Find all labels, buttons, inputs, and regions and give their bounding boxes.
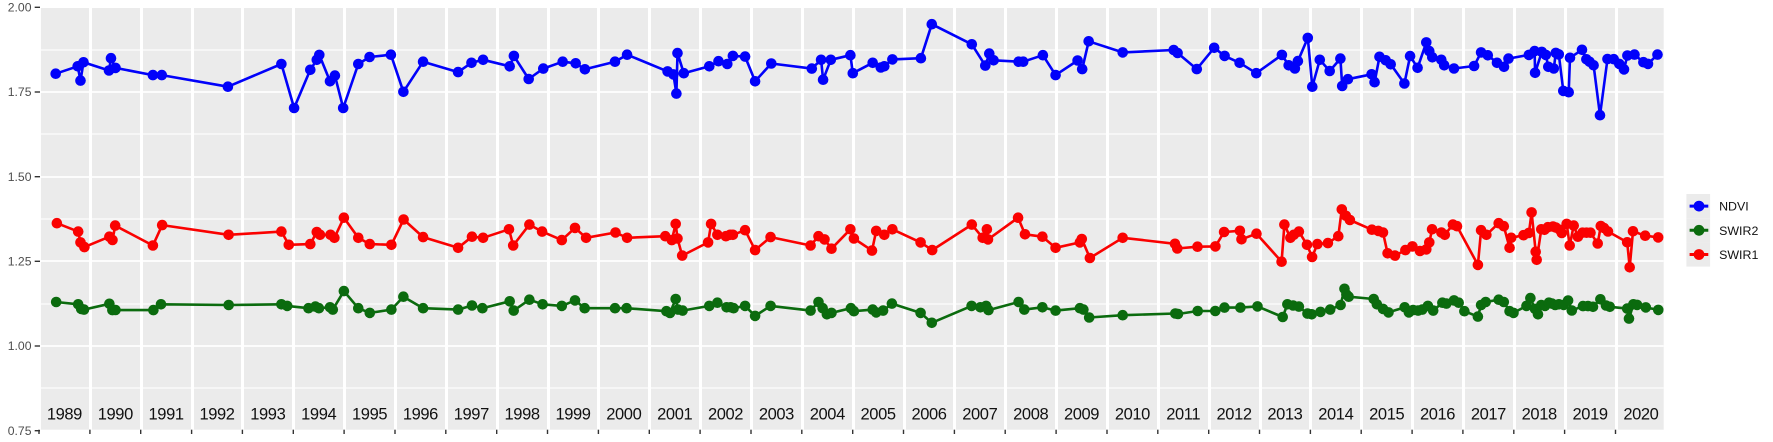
svg-text:2015: 2015 [1369,406,1404,424]
svg-text:2018: 2018 [1522,406,1557,424]
svg-text:2020: 2020 [1623,406,1658,424]
svg-text:SWIR2: SWIR2 [1719,224,1758,238]
svg-text:2005: 2005 [861,406,896,424]
svg-text:2013: 2013 [1267,406,1302,424]
svg-text:1997: 1997 [454,406,489,424]
svg-text:1.25: 1.25 [8,255,32,269]
svg-text:2017: 2017 [1471,406,1506,424]
svg-text:1.75: 1.75 [8,85,32,99]
svg-text:NDVI: NDVI [1719,200,1749,214]
svg-text:1989: 1989 [47,406,82,424]
svg-text:1994: 1994 [301,406,336,424]
svg-text:1995: 1995 [352,406,387,424]
svg-text:2009: 2009 [1064,406,1099,424]
svg-text:2008: 2008 [1013,406,1048,424]
svg-text:1993: 1993 [250,406,285,424]
svg-text:1.00: 1.00 [8,339,32,353]
svg-text:2006: 2006 [911,406,946,424]
svg-text:2011: 2011 [1166,406,1200,424]
svg-text:1991: 1991 [149,406,184,424]
svg-text:2004: 2004 [810,406,845,424]
svg-text:1996: 1996 [403,406,438,424]
svg-text:2007: 2007 [962,406,997,424]
svg-text:2000: 2000 [606,406,641,424]
svg-text:2002: 2002 [708,406,743,424]
svg-text:2016: 2016 [1420,406,1455,424]
svg-text:1999: 1999 [555,406,590,424]
svg-text:1.50: 1.50 [8,170,32,184]
svg-text:SWIR1: SWIR1 [1719,248,1758,262]
svg-text:2.00: 2.00 [8,1,32,15]
svg-text:2012: 2012 [1217,406,1252,424]
svg-text:1992: 1992 [199,406,234,424]
svg-text:1990: 1990 [98,406,133,424]
svg-text:2001: 2001 [657,406,692,424]
svg-text:0.75: 0.75 [8,424,32,438]
svg-text:2014: 2014 [1318,406,1353,424]
svg-text:2019: 2019 [1573,406,1608,424]
svg-text:2003: 2003 [759,406,794,424]
svg-text:2010: 2010 [1115,406,1150,424]
svg-text:1998: 1998 [505,406,540,424]
